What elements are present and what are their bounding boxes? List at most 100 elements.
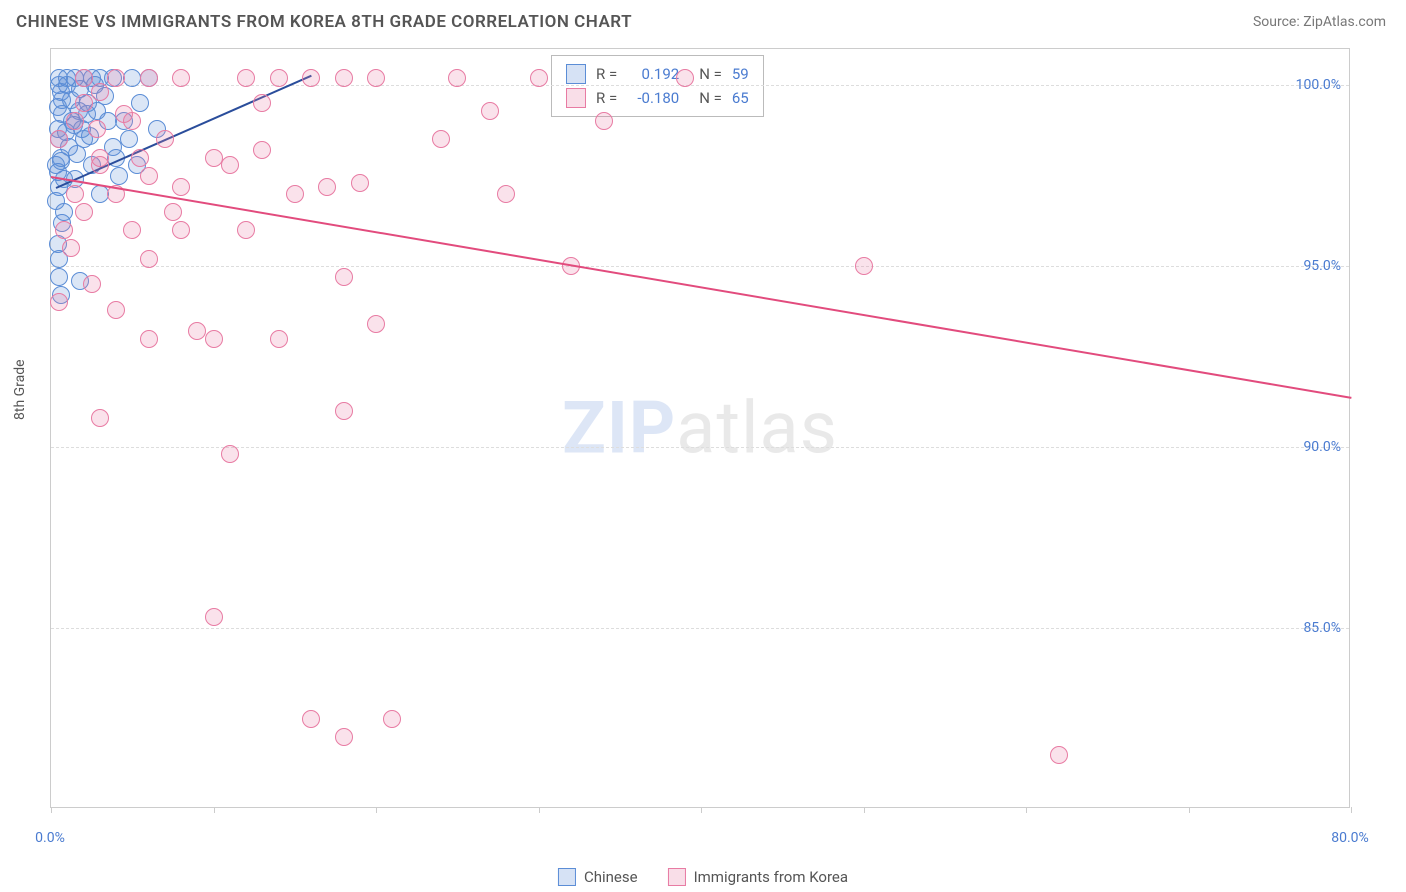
n-label: N = bbox=[699, 89, 722, 107]
scatter-point bbox=[107, 69, 125, 87]
x-tick bbox=[51, 807, 52, 813]
scatter-point bbox=[156, 130, 174, 148]
scatter-point bbox=[53, 91, 71, 109]
watermark: ZIPatlas bbox=[562, 386, 838, 471]
scatter-point bbox=[270, 330, 288, 348]
r-label: R = bbox=[596, 89, 617, 107]
scatter-point bbox=[595, 112, 613, 130]
scatter-point bbox=[131, 94, 149, 112]
source-label: Source: ZipAtlas.com bbox=[1253, 14, 1386, 30]
scatter-point bbox=[115, 105, 133, 123]
gridline bbox=[51, 628, 1349, 629]
scatter-point bbox=[383, 710, 401, 728]
scatter-point bbox=[855, 257, 873, 275]
scatter-point bbox=[253, 94, 271, 112]
scatter-point bbox=[140, 69, 158, 87]
scatter-point bbox=[367, 69, 385, 87]
scatter-point bbox=[221, 156, 239, 174]
gridline bbox=[51, 447, 1349, 448]
scatter-point bbox=[75, 94, 93, 112]
scatter-point bbox=[318, 178, 336, 196]
scatter-point bbox=[302, 710, 320, 728]
r-value: 0.192 bbox=[627, 65, 679, 83]
legend-row: R = 0.192 N = 59 bbox=[566, 62, 749, 86]
scatter-point bbox=[172, 69, 190, 87]
scatter-point bbox=[448, 69, 466, 87]
scatter-point bbox=[83, 275, 101, 293]
scatter-point bbox=[47, 156, 65, 174]
scatter-point bbox=[530, 69, 548, 87]
legend-swatch bbox=[668, 868, 686, 886]
scatter-point bbox=[66, 185, 84, 203]
scatter-point bbox=[50, 130, 68, 148]
scatter-point bbox=[367, 315, 385, 333]
scatter-point bbox=[335, 728, 353, 746]
n-value: 65 bbox=[732, 89, 749, 107]
x-tick bbox=[864, 807, 865, 813]
scatter-chart: ZIPatlas R = 0.192 N = 59 R = -0.180 N = 65 85.… bbox=[50, 48, 1350, 808]
scatter-point bbox=[55, 221, 73, 239]
scatter-point bbox=[123, 221, 141, 239]
scatter-point bbox=[62, 239, 80, 257]
scatter-point bbox=[50, 293, 68, 311]
scatter-point bbox=[286, 185, 304, 203]
x-tick bbox=[539, 807, 540, 813]
scatter-point bbox=[237, 69, 255, 87]
scatter-point bbox=[140, 167, 158, 185]
chart-title: CHINESE VS IMMIGRANTS FROM KOREA 8TH GRA… bbox=[16, 12, 632, 32]
x-tick-label: 0.0% bbox=[35, 830, 65, 846]
scatter-point bbox=[188, 322, 206, 340]
legend-swatch bbox=[558, 868, 576, 886]
x-tick bbox=[1189, 807, 1190, 813]
scatter-point bbox=[88, 120, 106, 138]
scatter-point bbox=[91, 409, 109, 427]
scatter-point bbox=[481, 102, 499, 120]
scatter-point bbox=[120, 130, 138, 148]
scatter-point bbox=[91, 83, 109, 101]
legend-label: Chinese bbox=[584, 868, 638, 886]
y-tick-label: 85.0% bbox=[1303, 620, 1341, 636]
scatter-point bbox=[237, 221, 255, 239]
x-tick bbox=[1026, 807, 1027, 813]
legend-swatch bbox=[566, 64, 586, 84]
scatter-point bbox=[172, 221, 190, 239]
scatter-point bbox=[253, 141, 271, 159]
x-tick bbox=[701, 807, 702, 813]
scatter-point bbox=[335, 402, 353, 420]
series-legend: Chinese Immigrants from Korea bbox=[558, 868, 848, 886]
legend-swatch bbox=[566, 88, 586, 108]
x-tick-label: 80.0% bbox=[1331, 830, 1369, 846]
x-tick bbox=[1351, 807, 1352, 813]
legend-item: Chinese bbox=[558, 868, 638, 886]
scatter-point bbox=[1050, 746, 1068, 764]
scatter-point bbox=[131, 149, 149, 167]
scatter-point bbox=[205, 608, 223, 626]
scatter-point bbox=[75, 203, 93, 221]
n-label: N = bbox=[699, 65, 722, 83]
x-tick bbox=[214, 807, 215, 813]
scatter-point bbox=[164, 203, 182, 221]
scatter-point bbox=[205, 330, 223, 348]
gridline bbox=[51, 266, 1349, 267]
n-value: 59 bbox=[732, 65, 749, 83]
r-label: R = bbox=[596, 65, 617, 83]
legend-label: Immigrants from Korea bbox=[694, 868, 848, 886]
scatter-point bbox=[172, 178, 190, 196]
scatter-point bbox=[676, 69, 694, 87]
scatter-point bbox=[66, 112, 84, 130]
scatter-point bbox=[335, 69, 353, 87]
r-value: -0.180 bbox=[627, 89, 679, 107]
y-axis-label: 8th Grade bbox=[12, 359, 28, 420]
scatter-point bbox=[497, 185, 515, 203]
y-tick-label: 95.0% bbox=[1303, 258, 1341, 274]
scatter-point bbox=[107, 301, 125, 319]
scatter-point bbox=[50, 268, 68, 286]
scatter-point bbox=[351, 174, 369, 192]
scatter-point bbox=[140, 330, 158, 348]
x-tick bbox=[376, 807, 377, 813]
scatter-point bbox=[335, 268, 353, 286]
scatter-point bbox=[75, 69, 93, 87]
legend-item: Immigrants from Korea bbox=[668, 868, 848, 886]
y-tick-label: 100.0% bbox=[1296, 77, 1341, 93]
scatter-point bbox=[91, 156, 109, 174]
